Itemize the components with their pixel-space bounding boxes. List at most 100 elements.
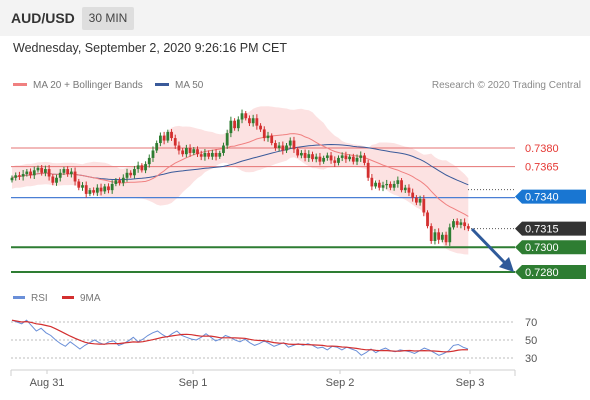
candle-body xyxy=(32,170,36,176)
candle-body xyxy=(225,133,229,146)
legend-rsi-label: RSI xyxy=(31,293,48,304)
candle-body xyxy=(270,135,274,144)
candle-body xyxy=(459,222,463,225)
candle-body xyxy=(389,183,392,188)
candle-body xyxy=(162,135,166,141)
candle-body xyxy=(107,186,110,191)
candle-body xyxy=(151,150,155,158)
instrument-title: AUD/USD xyxy=(11,10,75,26)
candle-body xyxy=(36,167,40,171)
candle-body xyxy=(229,120,233,134)
candle-body xyxy=(407,187,411,193)
candle-body xyxy=(84,185,88,194)
candle-body xyxy=(159,135,162,144)
candle-body xyxy=(51,176,55,183)
candle-body xyxy=(248,118,251,124)
x-tick-label-Sep 3: Sep 3 xyxy=(456,377,485,389)
legend-ma50: MA 50 xyxy=(155,80,203,91)
candle-body xyxy=(14,175,18,178)
candle-body xyxy=(55,177,58,183)
timeframe-button[interactable]: 30 MIN xyxy=(82,7,134,30)
candle-body xyxy=(170,131,173,139)
candle-body xyxy=(181,150,185,155)
candle-body xyxy=(463,222,467,227)
candle-body xyxy=(114,180,118,184)
legend-ma20-swatch xyxy=(13,82,27,86)
candle-body xyxy=(47,169,51,177)
price-badge-0.7315 xyxy=(515,221,586,236)
candle-body xyxy=(392,183,396,188)
candle-body xyxy=(192,149,196,153)
candle-body xyxy=(81,185,84,188)
candle-body xyxy=(155,143,159,151)
candle-body xyxy=(125,172,129,178)
candle-body xyxy=(203,152,207,157)
legend-rsi: RSI xyxy=(13,293,48,304)
candle-body xyxy=(25,171,29,175)
candle-body xyxy=(136,165,140,170)
candle-body xyxy=(437,232,441,240)
candle-body xyxy=(177,145,181,151)
candle-body xyxy=(110,183,114,191)
candle-body xyxy=(288,140,292,146)
candle-body xyxy=(296,149,300,156)
rsi-tick-label-30: 30 xyxy=(525,353,537,365)
candle-body xyxy=(381,185,385,188)
x-tick-label-Aug 31: Aug 31 xyxy=(30,377,65,389)
candle-body xyxy=(118,180,121,183)
candle-body xyxy=(455,221,459,225)
rsi-tick-label-50: 50 xyxy=(525,335,537,347)
candle-body xyxy=(147,157,151,165)
candle-body xyxy=(363,155,366,163)
candle-body xyxy=(307,154,311,158)
candle-body xyxy=(99,187,103,192)
rsi-9ma-line xyxy=(11,319,469,353)
candle-body xyxy=(40,167,44,173)
candle-body xyxy=(414,197,418,203)
candle-body xyxy=(274,143,277,148)
legend-ma20: MA 20 + Bollinger Bands xyxy=(13,80,143,91)
candle-body xyxy=(366,162,370,178)
candle-body xyxy=(77,181,81,188)
price-badge-0.7300 xyxy=(515,240,586,255)
price-label-0.7315: 0.7315 xyxy=(525,224,559,236)
candle-body xyxy=(385,183,389,186)
candle-body xyxy=(255,118,259,126)
candle-body xyxy=(251,118,255,124)
price-label-0.7340: 0.7340 xyxy=(525,192,559,204)
candle-body xyxy=(244,113,248,119)
research-credit: Research © 2020 Trading Central xyxy=(431,80,581,91)
candle-body xyxy=(403,187,407,191)
candle-body xyxy=(448,227,452,243)
report-datetime: Wednesday, September 2, 2020 9:26:16 PM … xyxy=(13,41,287,55)
candle-body xyxy=(466,226,470,229)
candle-body xyxy=(29,171,32,176)
candle-body xyxy=(370,177,374,187)
candle-body xyxy=(144,164,147,171)
legend-9ma: 9MA xyxy=(62,293,101,304)
candle-body xyxy=(103,186,107,192)
candle-body xyxy=(400,180,403,191)
candle-body xyxy=(66,169,70,175)
ma20-line xyxy=(11,133,469,217)
candle-body xyxy=(329,155,333,161)
x-tick-label-Sep 2: Sep 2 xyxy=(326,377,355,389)
candle-body xyxy=(374,182,377,187)
candle-body xyxy=(292,140,296,150)
candle-body xyxy=(199,154,203,157)
legend-ma50-label: MA 50 xyxy=(175,80,204,91)
candle-body xyxy=(259,125,262,130)
candle-body xyxy=(340,155,344,158)
candle-body xyxy=(351,156,355,162)
price-badge-0.7280 xyxy=(515,265,586,279)
candle-body xyxy=(418,198,422,203)
price-label-0.7380: 0.7380 xyxy=(525,143,559,155)
price-label-0.7365: 0.7365 xyxy=(525,162,559,174)
candle-body xyxy=(43,169,47,173)
candle-body xyxy=(440,234,444,240)
candle-body xyxy=(333,160,337,163)
candle-body xyxy=(207,152,211,157)
candle-body xyxy=(344,155,348,160)
candle-body xyxy=(359,155,363,158)
